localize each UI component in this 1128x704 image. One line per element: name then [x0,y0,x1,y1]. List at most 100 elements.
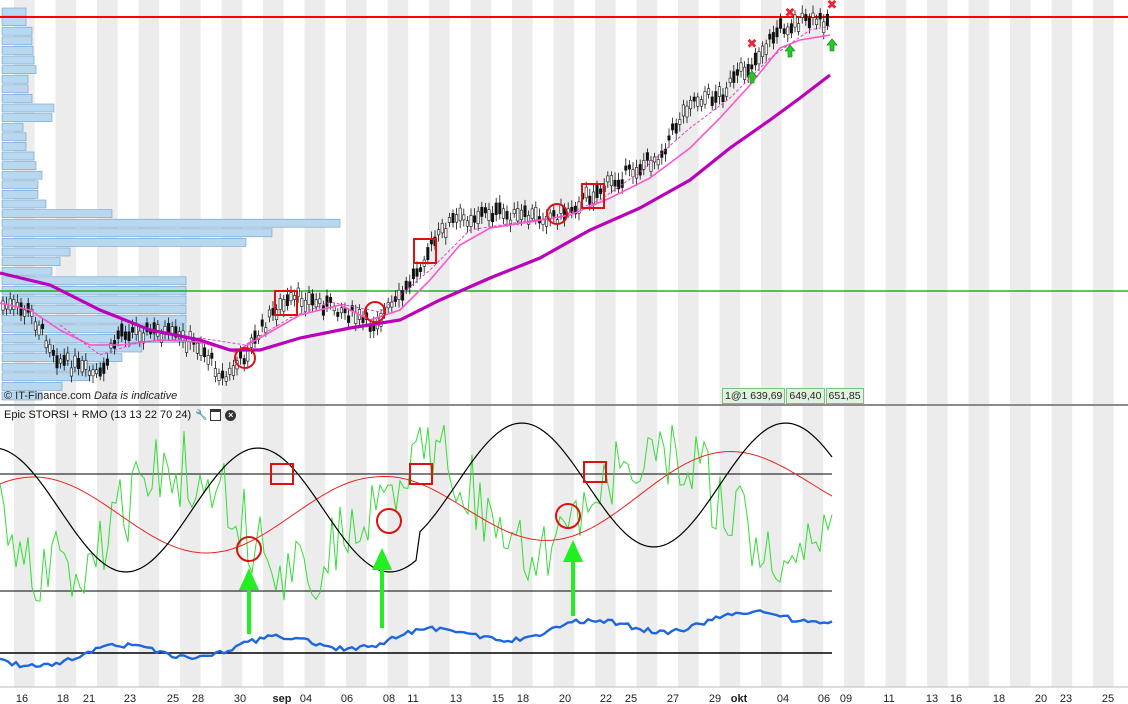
candle-body [782,28,786,34]
candle-body [264,327,268,333]
candle-body [354,312,358,324]
candle-body [577,201,581,214]
candle-body [300,298,304,307]
x-tick-label: 18 [517,693,529,704]
osc-signal-circle [376,508,402,534]
grid-band [470,0,492,687]
grid-band [761,0,782,687]
volume-profile-bar [1,324,187,334]
grid-band [553,0,575,687]
candle-body [253,330,257,344]
grid-band [802,0,824,687]
grid-band [263,0,284,687]
candle-body [624,165,628,171]
candle-body [552,210,556,217]
candle-body [696,96,700,107]
close-icon[interactable]: × [225,409,237,421]
candle-body [501,208,505,219]
candle-body [12,299,16,310]
candle-body [663,148,667,155]
candle-body [131,327,135,333]
candle-body [491,212,495,223]
candle-body [591,191,595,205]
candle-body [815,18,819,25]
candle-body [318,298,322,304]
grid-band [1010,0,1031,687]
candle-body [516,208,520,222]
volume-profile-bar [1,295,187,305]
candle-body [588,195,592,205]
candle-body [764,43,768,55]
candle-body [613,179,617,187]
candle-body [735,69,739,76]
candle-body [390,301,394,308]
x-tick-label: 23 [124,693,136,704]
candle-body [116,330,120,339]
candle-body [271,308,275,316]
window-icon[interactable] [210,409,222,421]
candle-body [512,209,516,214]
osc-signal-square [409,463,433,485]
grid-band [968,0,990,687]
volume-profile-bar [1,7,27,17]
candle-body [530,208,534,219]
candle-body [714,91,718,103]
volume-profile-bar [1,362,103,372]
candle-body [710,96,714,106]
candle-body [757,51,761,65]
volume-profile-bar [1,228,273,238]
indicator-header: Epic STORSI + RMO (13 13 22 70 24) 🔧 × [4,409,237,421]
price-label: 649,40 [786,388,825,404]
candle-body [95,369,99,375]
candle-body [242,358,246,365]
candle-body [519,209,523,221]
x-tick-label: 04 [777,693,789,704]
grid-bands [14,0,1114,687]
x-tick-label: sep [273,693,292,704]
candle-body [779,18,783,29]
volume-profile-bar [1,65,37,74]
candle-body [66,352,70,361]
candle-body [775,27,779,38]
wrench-icon[interactable]: 🔧 [195,409,208,421]
candle-body [19,302,23,316]
candle-body [343,308,347,314]
grid-band [719,0,741,687]
candle-body [311,293,315,306]
candle-body [692,96,696,102]
slow-moving-average [0,73,831,352]
candle-body [642,160,646,170]
candle-body [87,370,91,376]
volume-profile-bar [1,190,39,199]
price-signal-markers: ✖ ✖ ✖ [234,0,838,369]
candle-body [408,281,412,288]
candle-body [606,175,610,183]
candle-body [77,358,81,370]
candle-body [793,14,797,28]
candle-body [570,206,574,213]
volume-profile-bar [1,343,143,353]
candle-body [91,369,95,377]
candle-body [127,331,131,342]
candle-body [159,333,163,343]
candle-body [476,210,480,224]
volume-profile-bar [1,314,187,324]
candle-body [447,217,451,223]
candle-body [681,104,685,117]
x-tick-label: 20 [1035,693,1047,704]
buy-arrow-icon [746,70,758,84]
candle-body [289,292,293,302]
volume-profile [1,7,341,401]
volume-profile-bar [1,257,61,266]
candle-body [599,188,603,194]
x-tick-label: 23 [1060,693,1072,704]
candle-body [1,300,5,311]
buy-arrow-icon [826,38,838,52]
candle-body [213,368,217,377]
candle-body [451,213,455,224]
volume-profile-bar [1,199,47,209]
candle-body [123,331,127,340]
candle-body [138,330,142,342]
candle-body [444,228,448,238]
candle-body [228,367,232,375]
